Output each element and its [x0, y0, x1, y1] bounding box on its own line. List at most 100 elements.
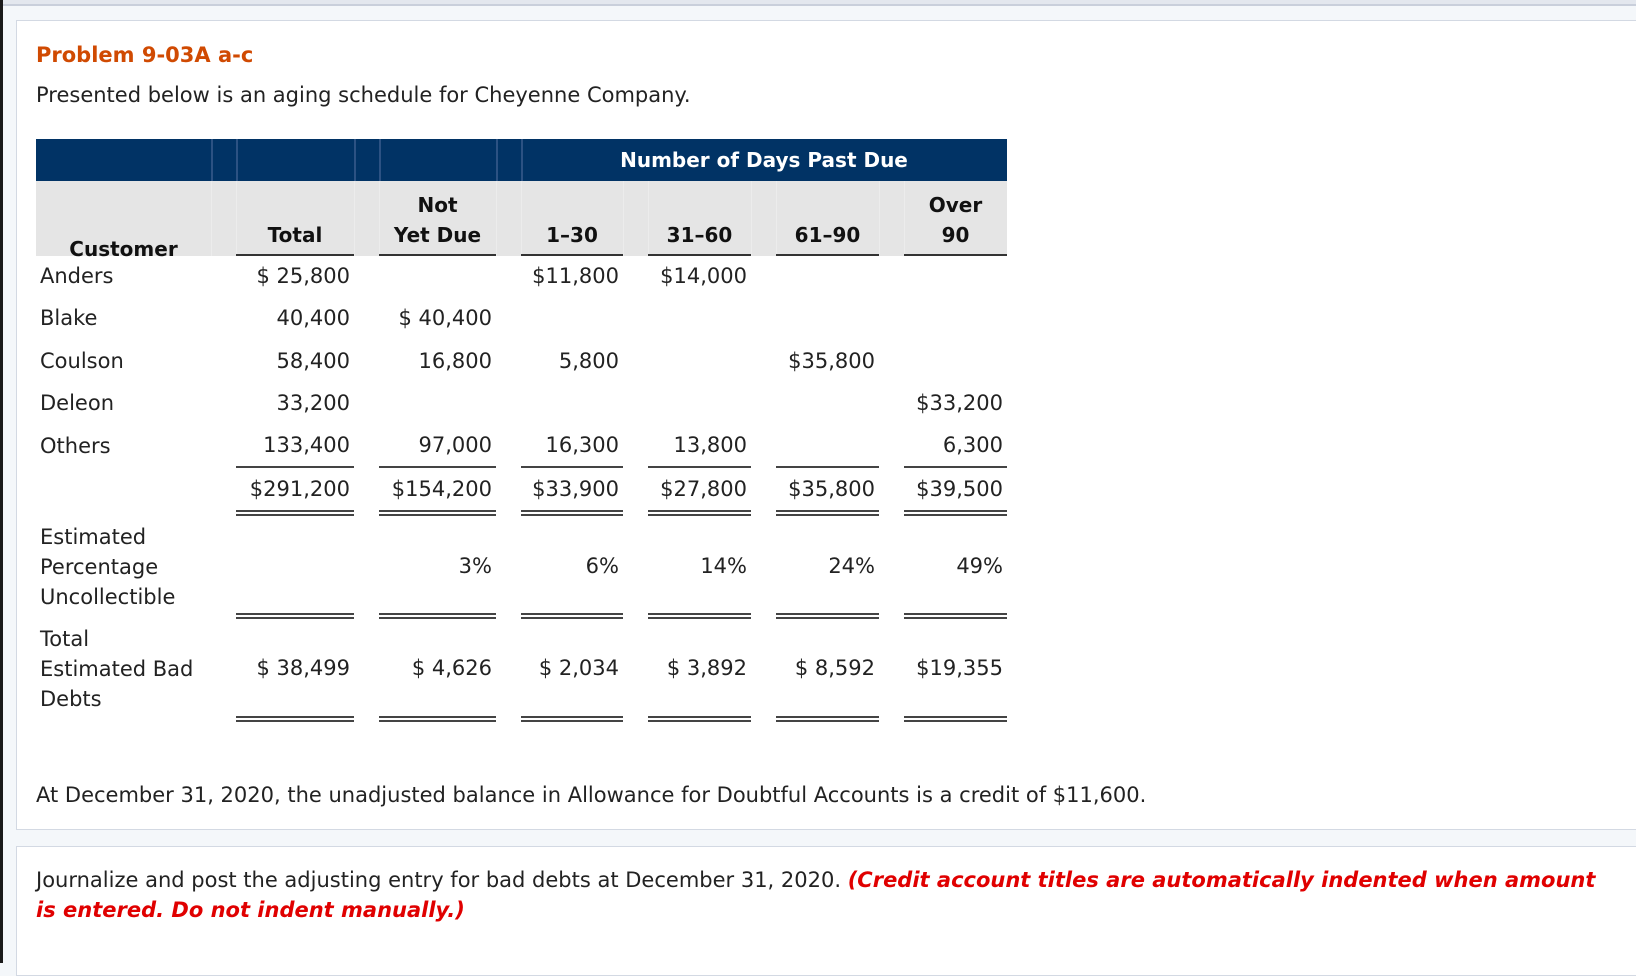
problem-intro: Presented below is an aging schedule for… — [36, 83, 691, 107]
cell-1-30 — [521, 389, 619, 417]
cell-31-60 — [648, 304, 747, 332]
window-left-edge — [0, 0, 3, 963]
subheader-separator — [648, 181, 649, 256]
customer-name: Anders — [40, 264, 114, 288]
problem-panel: Problem 9-03A a-c Presented below is an … — [16, 20, 1636, 830]
column-header-label: Customer — [69, 237, 178, 261]
cell-total: 40,400 — [276, 306, 350, 330]
cell-not-yet-due: 16,800 — [418, 349, 492, 373]
subheader-separator — [751, 181, 752, 256]
column-header-line2: 1–30 — [546, 223, 598, 247]
column-header-line2: 90 — [941, 223, 970, 247]
cell-61-90: $35,800 — [788, 349, 875, 373]
header-separator — [211, 139, 213, 181]
subheader-separator — [354, 181, 355, 256]
cell-1-30 — [521, 304, 619, 332]
cell-not-yet-due: $ 40,400 — [398, 306, 492, 330]
customer-name: Deleon — [40, 391, 115, 415]
total-31-60: $27,800 — [660, 477, 747, 501]
total-total: $291,200 — [249, 477, 350, 501]
column-header-line2: Total — [267, 223, 323, 247]
pct-double-rule — [521, 613, 623, 619]
subheader-separator — [236, 181, 237, 256]
pct-61-90: 24% — [828, 554, 875, 578]
cell-31-60: $14,000 — [660, 264, 747, 288]
header-separator — [496, 139, 498, 181]
allowance-note: At December 31, 2020, the unadjusted bal… — [36, 783, 1147, 807]
bad-debts-label-line2: Estimated Bad — [40, 657, 194, 681]
customer-name: Coulson — [40, 349, 124, 373]
subheader-separator — [496, 181, 497, 256]
header-separator — [354, 139, 356, 181]
pct-not-yet-due: 3% — [458, 554, 492, 578]
subheader-separator — [904, 181, 905, 256]
total-double-rule — [521, 510, 623, 516]
bad-debts-1-30: $ 2,034 — [538, 656, 619, 680]
cell-61-90 — [776, 304, 875, 332]
total-61-90: $35,800 — [788, 477, 875, 501]
cell-total: 133,400 — [263, 433, 350, 457]
column-header-total: Total — [236, 181, 354, 256]
cell-31-60: 13,800 — [673, 433, 747, 457]
subtotal-rule — [521, 466, 623, 468]
pct-over-90: 49% — [956, 554, 1003, 578]
problem-title: Problem 9-03A a-c — [36, 43, 254, 67]
pct-double-rule — [379, 613, 496, 619]
cell-1-30: $11,800 — [532, 264, 619, 288]
bad-debts-over-90: $19,355 — [916, 656, 1003, 680]
cell-not-yet-due — [379, 262, 492, 290]
column-header-line2: 61–90 — [794, 223, 861, 247]
bad-debts-double-rule — [521, 716, 623, 722]
header-underline — [379, 254, 496, 256]
instruction-main: Journalize and post the adjusting entry … — [36, 868, 848, 892]
bad-debts-31-60: $ 3,892 — [666, 656, 747, 680]
pct-label-line2: Percentage — [40, 555, 159, 579]
column-header-line2: 31–60 — [666, 223, 733, 247]
bad-debts-not-yet-due: $ 4,626 — [411, 656, 492, 680]
total-double-rule — [648, 510, 751, 516]
total-1-30: $33,900 — [532, 477, 619, 501]
header-underline — [904, 254, 1007, 256]
pct-double-rule — [904, 613, 1007, 619]
days-past-due-header: Number of Days Past Due — [620, 148, 908, 172]
pct-31-60: 14% — [700, 554, 747, 578]
instruction-emphasis: (Credit account titles are automatically… — [36, 868, 1596, 922]
pct-double-rule — [776, 613, 879, 619]
cell-over-90: $33,200 — [916, 391, 1003, 415]
subheader-separator — [379, 181, 380, 256]
instruction-text: Journalize and post the adjusting entry … — [36, 865, 1596, 925]
cell-over-90: 6,300 — [942, 433, 1003, 457]
bad-debts-double-rule — [379, 716, 496, 722]
header-underline — [776, 254, 879, 256]
cell-total: 58,400 — [276, 349, 350, 373]
subheader-separator — [776, 181, 777, 256]
cell-61-90 — [776, 431, 875, 459]
column-header-61-90: 61–90 — [776, 181, 879, 256]
column-header-over-90: Over 90 — [904, 181, 1007, 256]
cell-total: 33,200 — [276, 391, 350, 415]
subtotal-rule — [904, 466, 1007, 468]
cell-total: $ 25,800 — [256, 264, 350, 288]
header-separator — [521, 139, 523, 181]
bad-debts-double-rule — [236, 716, 354, 722]
header-underline — [236, 254, 354, 256]
subheader-separator — [521, 181, 522, 256]
total-not-yet-due: $154,200 — [391, 477, 492, 501]
column-header-1-30: 1–30 — [521, 181, 623, 256]
instruction-panel: Journalize and post the adjusting entry … — [16, 846, 1636, 976]
cell-not-yet-due — [379, 389, 492, 417]
column-header-31-60: 31–60 — [648, 181, 751, 256]
customer-name: Others — [40, 434, 111, 458]
cell-not-yet-due: 97,000 — [418, 433, 492, 457]
cell-61-90 — [776, 262, 875, 290]
cell-61-90 — [776, 389, 875, 417]
cell-31-60 — [648, 347, 747, 375]
bad-debts-double-rule — [904, 716, 1007, 722]
bad-debts-double-rule — [648, 716, 751, 722]
top-toolbar-strip — [3, 0, 1636, 6]
subtotal-rule — [379, 466, 496, 468]
cell-over-90 — [904, 304, 1003, 332]
total-double-rule — [776, 510, 879, 516]
subheader-separator — [211, 181, 212, 256]
customer-name: Blake — [40, 306, 98, 330]
